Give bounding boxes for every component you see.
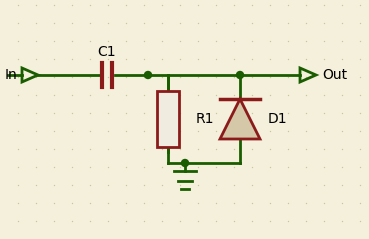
Text: D1: D1 — [268, 112, 287, 126]
Circle shape — [145, 71, 152, 78]
Text: Out: Out — [322, 68, 347, 82]
Polygon shape — [220, 99, 260, 139]
Text: R1: R1 — [196, 112, 214, 126]
Circle shape — [237, 71, 244, 78]
Bar — [157, 91, 179, 147]
Text: C1: C1 — [98, 45, 116, 59]
Text: In: In — [4, 68, 17, 82]
Circle shape — [182, 159, 189, 167]
